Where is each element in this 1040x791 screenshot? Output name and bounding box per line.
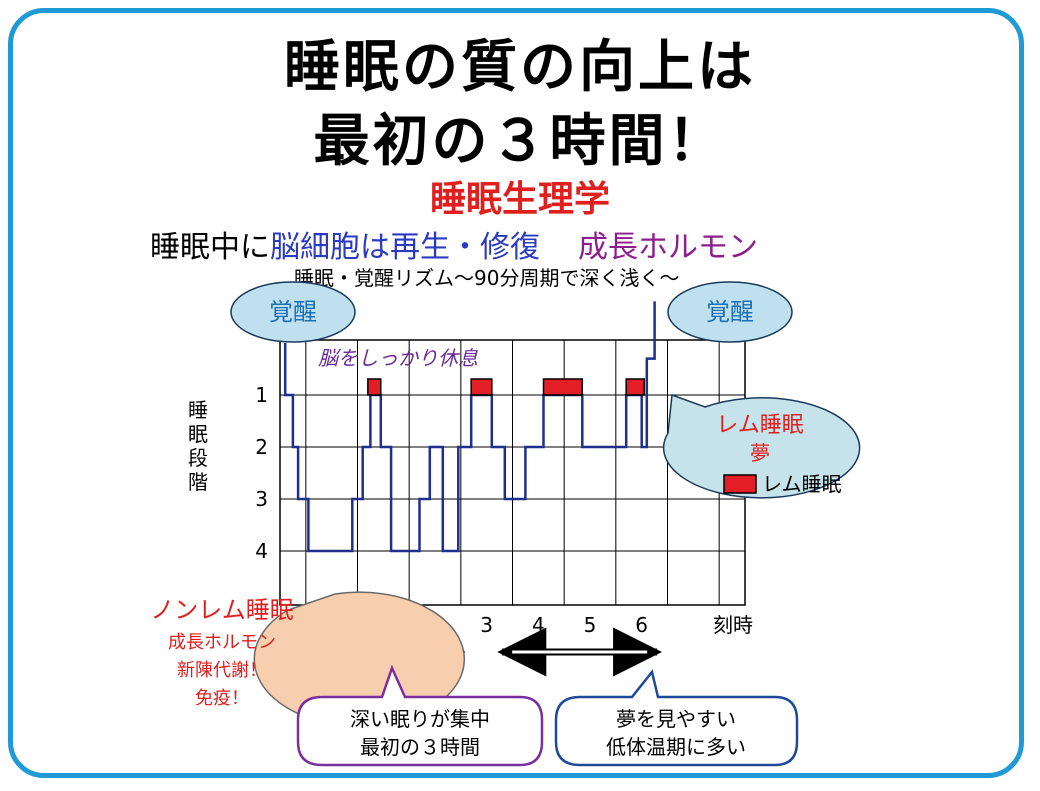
- slide-frame: [8, 8, 1024, 778]
- rem-period-block: [625, 378, 646, 396]
- y-axis: 1 2 3 4: [255, 383, 268, 563]
- x-tick-label: 5: [584, 613, 597, 637]
- y-tick-label: 1: [255, 383, 268, 407]
- deep-sleep-callout: [296, 664, 544, 767]
- description-part-a: 睡眠中に: [150, 230, 270, 265]
- dream-line-2: 低体温期に多い: [606, 735, 746, 759]
- awake-right-label: 覚醒: [706, 298, 754, 326]
- rem-bubble-line1: レム睡眠: [716, 413, 804, 438]
- description-line: 睡眠中に脳細胞は再生・修復 成長ホルモン: [150, 222, 758, 266]
- x-tick-label: 6: [635, 613, 648, 637]
- rem-bubble: [662, 393, 861, 499]
- nonrem-line-1: ノンレム睡眠: [150, 596, 294, 624]
- awake-right-bubble: [667, 281, 793, 343]
- deep-sleep-line-2: 最初の３時間: [360, 735, 480, 759]
- subtitle: 睡眠生理学: [429, 179, 610, 220]
- x-tick-label: 4: [532, 613, 545, 637]
- rem-period-block: [542, 378, 583, 396]
- title-line-2: 最初の３時間！: [313, 109, 727, 174]
- y-tick-label: 2: [255, 435, 268, 459]
- x-tick-label: 3: [480, 613, 493, 637]
- rem-bubble-line2: 夢: [750, 441, 770, 465]
- y-tick-label: 3: [255, 487, 268, 511]
- nonrem-line-4: 免疫！: [195, 688, 249, 709]
- description-part-b: 脳細胞は再生・修復: [270, 230, 540, 265]
- nonrem-line-3: 新陳代謝！: [177, 660, 267, 681]
- dream-callout: [554, 669, 799, 767]
- x-axis-title: 刻時: [713, 613, 753, 637]
- hypnogram-line: [283, 301, 656, 553]
- y-tick-label: 4: [255, 539, 268, 563]
- description-part-c: 成長ホルモン: [578, 230, 758, 265]
- awake-left-label: 覚醒: [269, 298, 317, 326]
- rem-period-block: [470, 378, 493, 396]
- awake-left-bubble: [230, 281, 356, 343]
- rest-note: 脳をしっかり休息: [318, 346, 478, 370]
- rem-period-block: [367, 378, 382, 396]
- rem-legend-label: レム睡眠: [762, 472, 842, 496]
- title-line-1: 睡眠の質の向上は: [284, 35, 756, 100]
- nonrem-line-2: 成長ホルモン: [168, 632, 276, 653]
- rhythm-caption: 睡眠・覚醒リズム〜90分周期で深く浅く〜: [294, 266, 680, 290]
- y-axis-title: 睡眠段階: [188, 398, 208, 494]
- dream-line-1: 夢を見やすい: [616, 707, 736, 731]
- rem-periods: [367, 378, 646, 396]
- rem-legend-swatch: [723, 474, 757, 494]
- deep-sleep-line-1: 深い眠りが集中: [350, 707, 490, 731]
